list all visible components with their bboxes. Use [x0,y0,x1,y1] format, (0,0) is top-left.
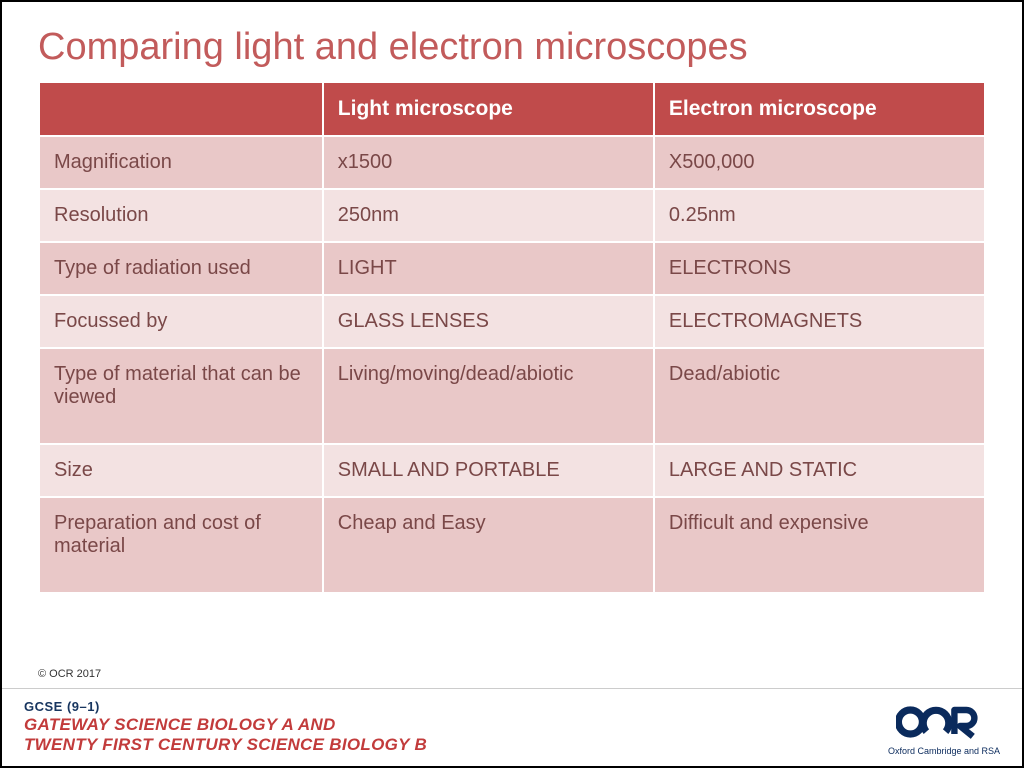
footer-text: GCSE (9–1) GATEWAY SCIENCE BIOLOGY A AND… [24,699,427,755]
cell-label: Preparation and cost of material [39,497,323,593]
table-row: Type of radiation usedLIGHTELECTRONS [39,242,985,295]
table-row: Magnificationx1500X500,000 [39,136,985,189]
comparison-table: Light microscope Electron microscope Mag… [38,81,986,594]
cell-label: Focussed by [39,295,323,348]
table-row: SizeSMALL AND PORTABLELARGE AND STATIC [39,444,985,497]
col-light: Light microscope [323,82,654,136]
footer: GCSE (9–1) GATEWAY SCIENCE BIOLOGY A AND… [2,688,1022,766]
footer-line1: GCSE (9–1) [24,699,427,715]
slide-title: Comparing light and electron microscopes [2,2,1022,81]
footer-line2b: TWENTY FIRST CENTURY SCIENCE BIOLOGY B [24,735,427,755]
cell-light: Living/moving/dead/abiotic [323,348,654,444]
cell-label: Type of material that can be viewed [39,348,323,444]
cell-label: Size [39,444,323,497]
cell-label: Magnification [39,136,323,189]
cell-label: Resolution [39,189,323,242]
cell-electron: Dead/abiotic [654,348,985,444]
cell-light: SMALL AND PORTABLE [323,444,654,497]
cell-light: GLASS LENSES [323,295,654,348]
cell-electron: ELECTROMAGNETS [654,295,985,348]
ocr-logo-subtitle: Oxford Cambridge and RSA [888,746,1000,756]
ocr-logo-mark [896,700,992,744]
cell-light: LIGHT [323,242,654,295]
table-row: Focussed byGLASS LENSESELECTROMAGNETS [39,295,985,348]
col-electron: Electron microscope [654,82,985,136]
cell-electron: ELECTRONS [654,242,985,295]
table-row: Preparation and cost of materialCheap an… [39,497,985,593]
cell-light: x1500 [323,136,654,189]
cell-label: Type of radiation used [39,242,323,295]
col-blank [39,82,323,136]
cell-electron: Difficult and expensive [654,497,985,593]
table-body: Magnificationx1500X500,000Resolution250n… [39,136,985,593]
slide: Comparing light and electron microscopes… [0,0,1024,768]
table-row: Resolution250nm0.25nm [39,189,985,242]
ocr-logo: Oxford Cambridge and RSA [888,700,1000,756]
cell-electron: 0.25nm [654,189,985,242]
cell-light: Cheap and Easy [323,497,654,593]
cell-light: 250nm [323,189,654,242]
cell-electron: LARGE AND STATIC [654,444,985,497]
cell-electron: X500,000 [654,136,985,189]
table-header-row: Light microscope Electron microscope [39,82,985,136]
copyright-text: © OCR 2017 [38,668,101,680]
footer-line2a: GATEWAY SCIENCE BIOLOGY A AND [24,715,427,735]
table-row: Type of material that can be viewedLivin… [39,348,985,444]
comparison-table-container: Light microscope Electron microscope Mag… [2,81,1022,594]
